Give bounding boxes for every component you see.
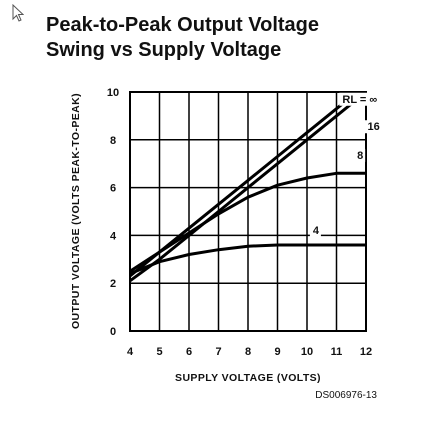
curve-label-bg: [339, 92, 386, 106]
chart-title: Peak-to-Peak Output Voltage Swing vs Sup…: [46, 13, 319, 63]
chart-title-line-2: Swing vs Supply Voltage: [46, 39, 282, 61]
y-axis-title: OUTPUT VOLTAGE (VOLTS PEAK-TO-PEAK): [70, 93, 82, 329]
x-tick-label: 11: [331, 346, 343, 358]
curve-label-bg: [354, 148, 366, 162]
x-tick-label: 6: [186, 346, 192, 358]
series-line-2: [130, 92, 366, 283]
curve-label-4: 4: [313, 225, 320, 237]
x-tick-label: 10: [301, 346, 313, 358]
series-line-4: [130, 243, 366, 275]
x-axis-title: SUPPLY VOLTAGE (VOLTS): [175, 372, 321, 384]
y-tick-label: 6: [110, 183, 116, 195]
mouse-pointer-icon: [12, 4, 24, 22]
chart-tick-labels: 4 5 6 7 8 9 10 11 12 0 2 4 6 8 10: [107, 87, 372, 358]
x-tick-label: 7: [215, 346, 221, 358]
y-tick-label: 4: [110, 230, 117, 242]
y-tick-label: 2: [110, 278, 116, 290]
curve-label-bg: [364, 120, 383, 134]
curve-label-3: 8: [357, 150, 363, 162]
chart-curve-labels: RL = ∞ 16 8 4: [309, 92, 386, 238]
document-code: DS006976-13: [315, 390, 377, 401]
y-tick-label: 8: [110, 135, 116, 147]
x-tick-label: 4: [127, 346, 134, 358]
x-tick-label: 12: [360, 346, 372, 358]
x-tick-label: 9: [274, 346, 280, 358]
curve-label-2: 16: [367, 121, 379, 133]
x-tick-label: 8: [245, 346, 251, 358]
y-tick-label: 0: [110, 326, 116, 338]
curve-label-bg: [309, 224, 321, 238]
chart-title-line-1: Peak-to-Peak Output Voltage: [46, 14, 320, 36]
chart-grid: [129, 91, 367, 332]
chart-series: [130, 92, 366, 283]
curve-label-1: RL = ∞: [342, 94, 377, 106]
series-line-3: [130, 171, 366, 273]
y-tick-label: 10: [107, 87, 119, 99]
x-tick-label: 5: [156, 346, 162, 358]
